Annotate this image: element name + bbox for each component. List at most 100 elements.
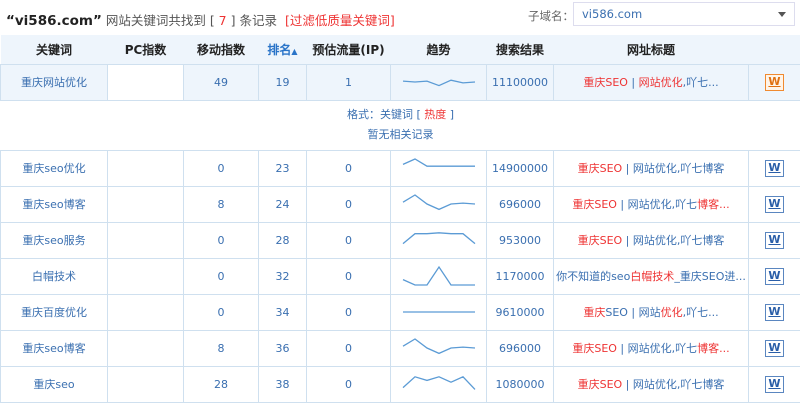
column-header-action	[749, 35, 800, 64]
traffic-cell: 1	[307, 64, 391, 100]
mobile-index-cell: 28	[184, 366, 259, 402]
page-title-cell[interactable]: 重庆SEO | 网站优化,吖七博客	[554, 366, 749, 402]
title-segment: 重庆SEO	[578, 378, 623, 391]
pc-index-cell	[108, 222, 184, 258]
format-suffix: ]	[446, 108, 454, 121]
bracket: [	[210, 13, 219, 28]
chevron-down-icon	[778, 12, 786, 21]
column-label: 排名	[267, 43, 291, 57]
title-segment: ,吖七...	[683, 306, 719, 319]
trend-line	[403, 377, 475, 390]
column-label: 搜索结果	[496, 43, 544, 57]
title-segment: 重庆SEO	[583, 76, 628, 89]
search-results-cell: 14900000	[487, 150, 554, 186]
trend-cell	[391, 294, 487, 330]
page-title-cell[interactable]: 你不知道的seo白帽技术_重庆SEO进...	[554, 258, 749, 294]
page-title-cell[interactable]: 重庆SEO | 网站优化,吖七博客	[554, 150, 749, 186]
format-hot: 热度	[424, 108, 446, 121]
action-cell[interactable]: W	[749, 366, 800, 402]
word-doc-icon[interactable]: W	[765, 304, 784, 321]
column-header-trend: 趋势	[391, 35, 487, 64]
filter-low-quality-link[interactable]: [过滤低质量关键词]	[285, 13, 395, 28]
trend-sparkline	[401, 264, 477, 288]
search-results-cell: 696000	[487, 186, 554, 222]
word-doc-icon[interactable]: W	[765, 376, 784, 393]
traffic-cell: 0	[307, 258, 391, 294]
action-cell[interactable]: W	[749, 150, 800, 186]
search-results-cell: 953000	[487, 222, 554, 258]
title-segment: |	[628, 76, 639, 89]
info-cell: 格式：关键词 [ 热度 ]暂无相关记录	[1, 100, 800, 150]
column-label: 网址标题	[627, 43, 675, 57]
column-header-mobile-index: 移动指数	[184, 35, 259, 64]
column-label: 趋势	[426, 43, 450, 57]
column-header-rank[interactable]: 排名▲	[259, 35, 307, 64]
column-header-keyword: 关键词	[1, 35, 108, 64]
word-doc-icon[interactable]: W	[765, 74, 784, 91]
column-label: 关键词	[36, 43, 72, 57]
traffic-cell: 0	[307, 222, 391, 258]
page-title-cell[interactable]: 重庆SEO | 网站优化,吖七博客...	[554, 186, 749, 222]
pc-index-cell	[108, 186, 184, 222]
traffic-cell: 0	[307, 294, 391, 330]
traffic-cell: 0	[307, 330, 391, 366]
page-title-cell[interactable]: 重庆SEO | 网站优化,吖七...	[554, 294, 749, 330]
keyword-cell[interactable]: 白帽技术	[1, 258, 108, 294]
title-segment: 你不知道的seo	[556, 270, 630, 283]
mobile-index-cell: 0	[184, 258, 259, 294]
word-doc-icon[interactable]: W	[765, 340, 784, 357]
search-results-cell: 696000	[487, 330, 554, 366]
keyword-cell[interactable]: 重庆seo博客	[1, 330, 108, 366]
rank-cell: 23	[259, 150, 307, 186]
rank-cell: 38	[259, 366, 307, 402]
action-cell[interactable]: W	[749, 64, 800, 100]
rank-cell: 28	[259, 222, 307, 258]
page-title-cell[interactable]: 重庆SEO | 网站优化,吖七博客...	[554, 330, 749, 366]
keyword-cell[interactable]: 重庆seo优化	[1, 150, 108, 186]
word-doc-icon[interactable]: W	[765, 232, 784, 249]
action-cell[interactable]: W	[749, 330, 800, 366]
word-doc-icon[interactable]: W	[765, 196, 784, 213]
column-header-pc-index: PC指数	[108, 35, 184, 64]
traffic-cell: 0	[307, 366, 391, 402]
pc-index-cell	[108, 366, 184, 402]
rank-cell: 19	[259, 64, 307, 100]
page-title-cell[interactable]: 重庆SEO | 网站优化,吖七博客	[554, 222, 749, 258]
trend-line	[403, 195, 475, 209]
traffic-cell: 0	[307, 150, 391, 186]
word-doc-icon[interactable]: W	[765, 160, 784, 177]
trend-cell	[391, 186, 487, 222]
word-doc-icon[interactable]: W	[765, 268, 784, 285]
keyword-cell[interactable]: 重庆百度优化	[1, 294, 108, 330]
title-segment: | 网站优化,吖七博客	[622, 378, 724, 391]
mobile-index-cell: 8	[184, 186, 259, 222]
trend-cell	[391, 330, 487, 366]
rank-cell: 32	[259, 258, 307, 294]
search-results-cell: 1080000	[487, 366, 554, 402]
keyword-cell[interactable]: 重庆网站优化	[1, 64, 108, 100]
summary-text: 网站关键词共找到	[106, 13, 206, 28]
page-title-cell[interactable]: 重庆SEO | 网站优化,吖七...	[554, 64, 749, 100]
trend-sparkline	[401, 156, 477, 180]
title-segment: | 网站优化,吖七博客	[622, 162, 724, 175]
keyword-cell[interactable]: 重庆seo服务	[1, 222, 108, 258]
column-label: 移动指数	[197, 43, 245, 57]
title-segment: 网站优化	[639, 76, 683, 89]
action-cell[interactable]: W	[749, 186, 800, 222]
action-cell[interactable]: W	[749, 222, 800, 258]
keyword-cell[interactable]: 重庆seo博客	[1, 186, 108, 222]
title-segment: 优化	[661, 306, 683, 319]
title-segment: 重庆	[583, 306, 605, 319]
action-cell[interactable]: W	[749, 258, 800, 294]
subdomain-select[interactable]: vi586.com	[573, 2, 795, 26]
action-cell[interactable]: W	[749, 294, 800, 330]
search-results-cell: 1170000	[487, 258, 554, 294]
no-records-text: 暂无相关记录	[1, 125, 800, 145]
rank-cell: 24	[259, 186, 307, 222]
keyword-cell[interactable]: 重庆seo	[1, 366, 108, 402]
